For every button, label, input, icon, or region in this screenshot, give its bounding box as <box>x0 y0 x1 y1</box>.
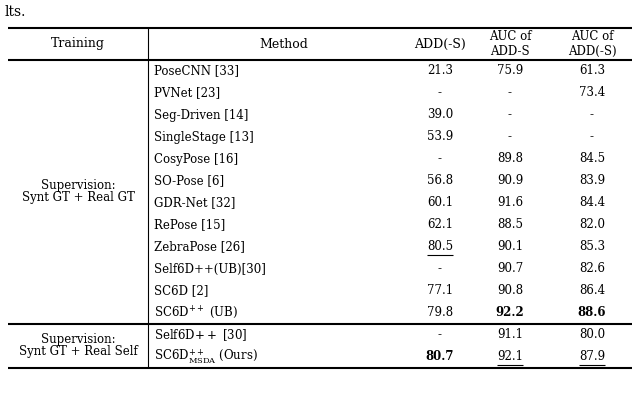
Text: Supervision:: Supervision: <box>41 179 115 193</box>
Text: AUC of
ADD(-S): AUC of ADD(-S) <box>568 30 616 58</box>
Text: lts.: lts. <box>5 5 26 19</box>
Text: Self6D$++$ [30]: Self6D$++$ [30] <box>154 327 247 343</box>
Text: -: - <box>508 86 512 100</box>
Text: 56.8: 56.8 <box>427 174 453 187</box>
Text: ZebraPose [26]: ZebraPose [26] <box>154 240 245 254</box>
Text: PoseCNN [33]: PoseCNN [33] <box>154 64 239 78</box>
Text: 84.5: 84.5 <box>579 152 605 166</box>
Text: 73.4: 73.4 <box>579 86 605 100</box>
Text: 61.3: 61.3 <box>579 64 605 78</box>
Text: -: - <box>438 263 442 275</box>
Text: -: - <box>590 131 594 144</box>
Text: PVNet [23]: PVNet [23] <box>154 86 220 100</box>
Text: -: - <box>590 109 594 121</box>
Text: 90.7: 90.7 <box>497 263 523 275</box>
Text: 80.5: 80.5 <box>427 240 453 254</box>
Text: Synt GT + Real GT: Synt GT + Real GT <box>22 191 134 205</box>
Text: 85.3: 85.3 <box>579 240 605 254</box>
Text: 80.0: 80.0 <box>579 328 605 341</box>
Text: SO-Pose [6]: SO-Pose [6] <box>154 174 224 187</box>
Text: Self6D++(UB)[30]: Self6D++(UB)[30] <box>154 263 266 275</box>
Text: ADD(-S): ADD(-S) <box>414 37 466 51</box>
Text: 80.7: 80.7 <box>426 351 454 363</box>
Text: 75.9: 75.9 <box>497 64 523 78</box>
Text: 60.1: 60.1 <box>427 197 453 209</box>
Text: Supervision:: Supervision: <box>41 334 115 347</box>
Text: 92.2: 92.2 <box>495 306 524 320</box>
Text: Synt GT + Real Self: Synt GT + Real Self <box>19 345 138 359</box>
Text: -: - <box>438 152 442 166</box>
Text: -: - <box>508 109 512 121</box>
Text: SC6D [2]: SC6D [2] <box>154 285 209 297</box>
Text: 89.8: 89.8 <box>497 152 523 166</box>
Text: 86.4: 86.4 <box>579 285 605 297</box>
Text: 21.3: 21.3 <box>427 64 453 78</box>
Text: 53.9: 53.9 <box>427 131 453 144</box>
Text: RePose [15]: RePose [15] <box>154 219 225 232</box>
Text: AUC of
ADD-S: AUC of ADD-S <box>489 30 531 58</box>
Text: 83.9: 83.9 <box>579 174 605 187</box>
Text: -: - <box>438 86 442 100</box>
Text: Method: Method <box>260 37 308 51</box>
Text: 90.9: 90.9 <box>497 174 523 187</box>
Text: 77.1: 77.1 <box>427 285 453 297</box>
Text: CosyPose [16]: CosyPose [16] <box>154 152 238 166</box>
Text: 90.8: 90.8 <box>497 285 523 297</box>
Text: SC6D$^{++}_{\mathregular{MSDA}}$ (Ours): SC6D$^{++}_{\mathregular{MSDA}}$ (Ours) <box>154 347 258 367</box>
Text: 88.5: 88.5 <box>497 219 523 232</box>
Text: 88.6: 88.6 <box>578 306 606 320</box>
Text: Seg-Driven [14]: Seg-Driven [14] <box>154 109 248 121</box>
Text: GDR-Net [32]: GDR-Net [32] <box>154 197 236 209</box>
Text: 82.0: 82.0 <box>579 219 605 232</box>
Text: 82.6: 82.6 <box>579 263 605 275</box>
Text: 92.1: 92.1 <box>497 351 523 363</box>
Text: 39.0: 39.0 <box>427 109 453 121</box>
Text: -: - <box>438 328 442 341</box>
Text: -: - <box>508 131 512 144</box>
Text: 62.1: 62.1 <box>427 219 453 232</box>
Text: Training: Training <box>51 37 105 51</box>
Text: 90.1: 90.1 <box>497 240 523 254</box>
Text: SC6D$^{++}$ (UB): SC6D$^{++}$ (UB) <box>154 305 238 321</box>
Text: 87.9: 87.9 <box>579 351 605 363</box>
Text: 91.6: 91.6 <box>497 197 523 209</box>
Text: SingleStage [13]: SingleStage [13] <box>154 131 253 144</box>
Text: 79.8: 79.8 <box>427 306 453 320</box>
Text: 91.1: 91.1 <box>497 328 523 341</box>
Text: 84.4: 84.4 <box>579 197 605 209</box>
